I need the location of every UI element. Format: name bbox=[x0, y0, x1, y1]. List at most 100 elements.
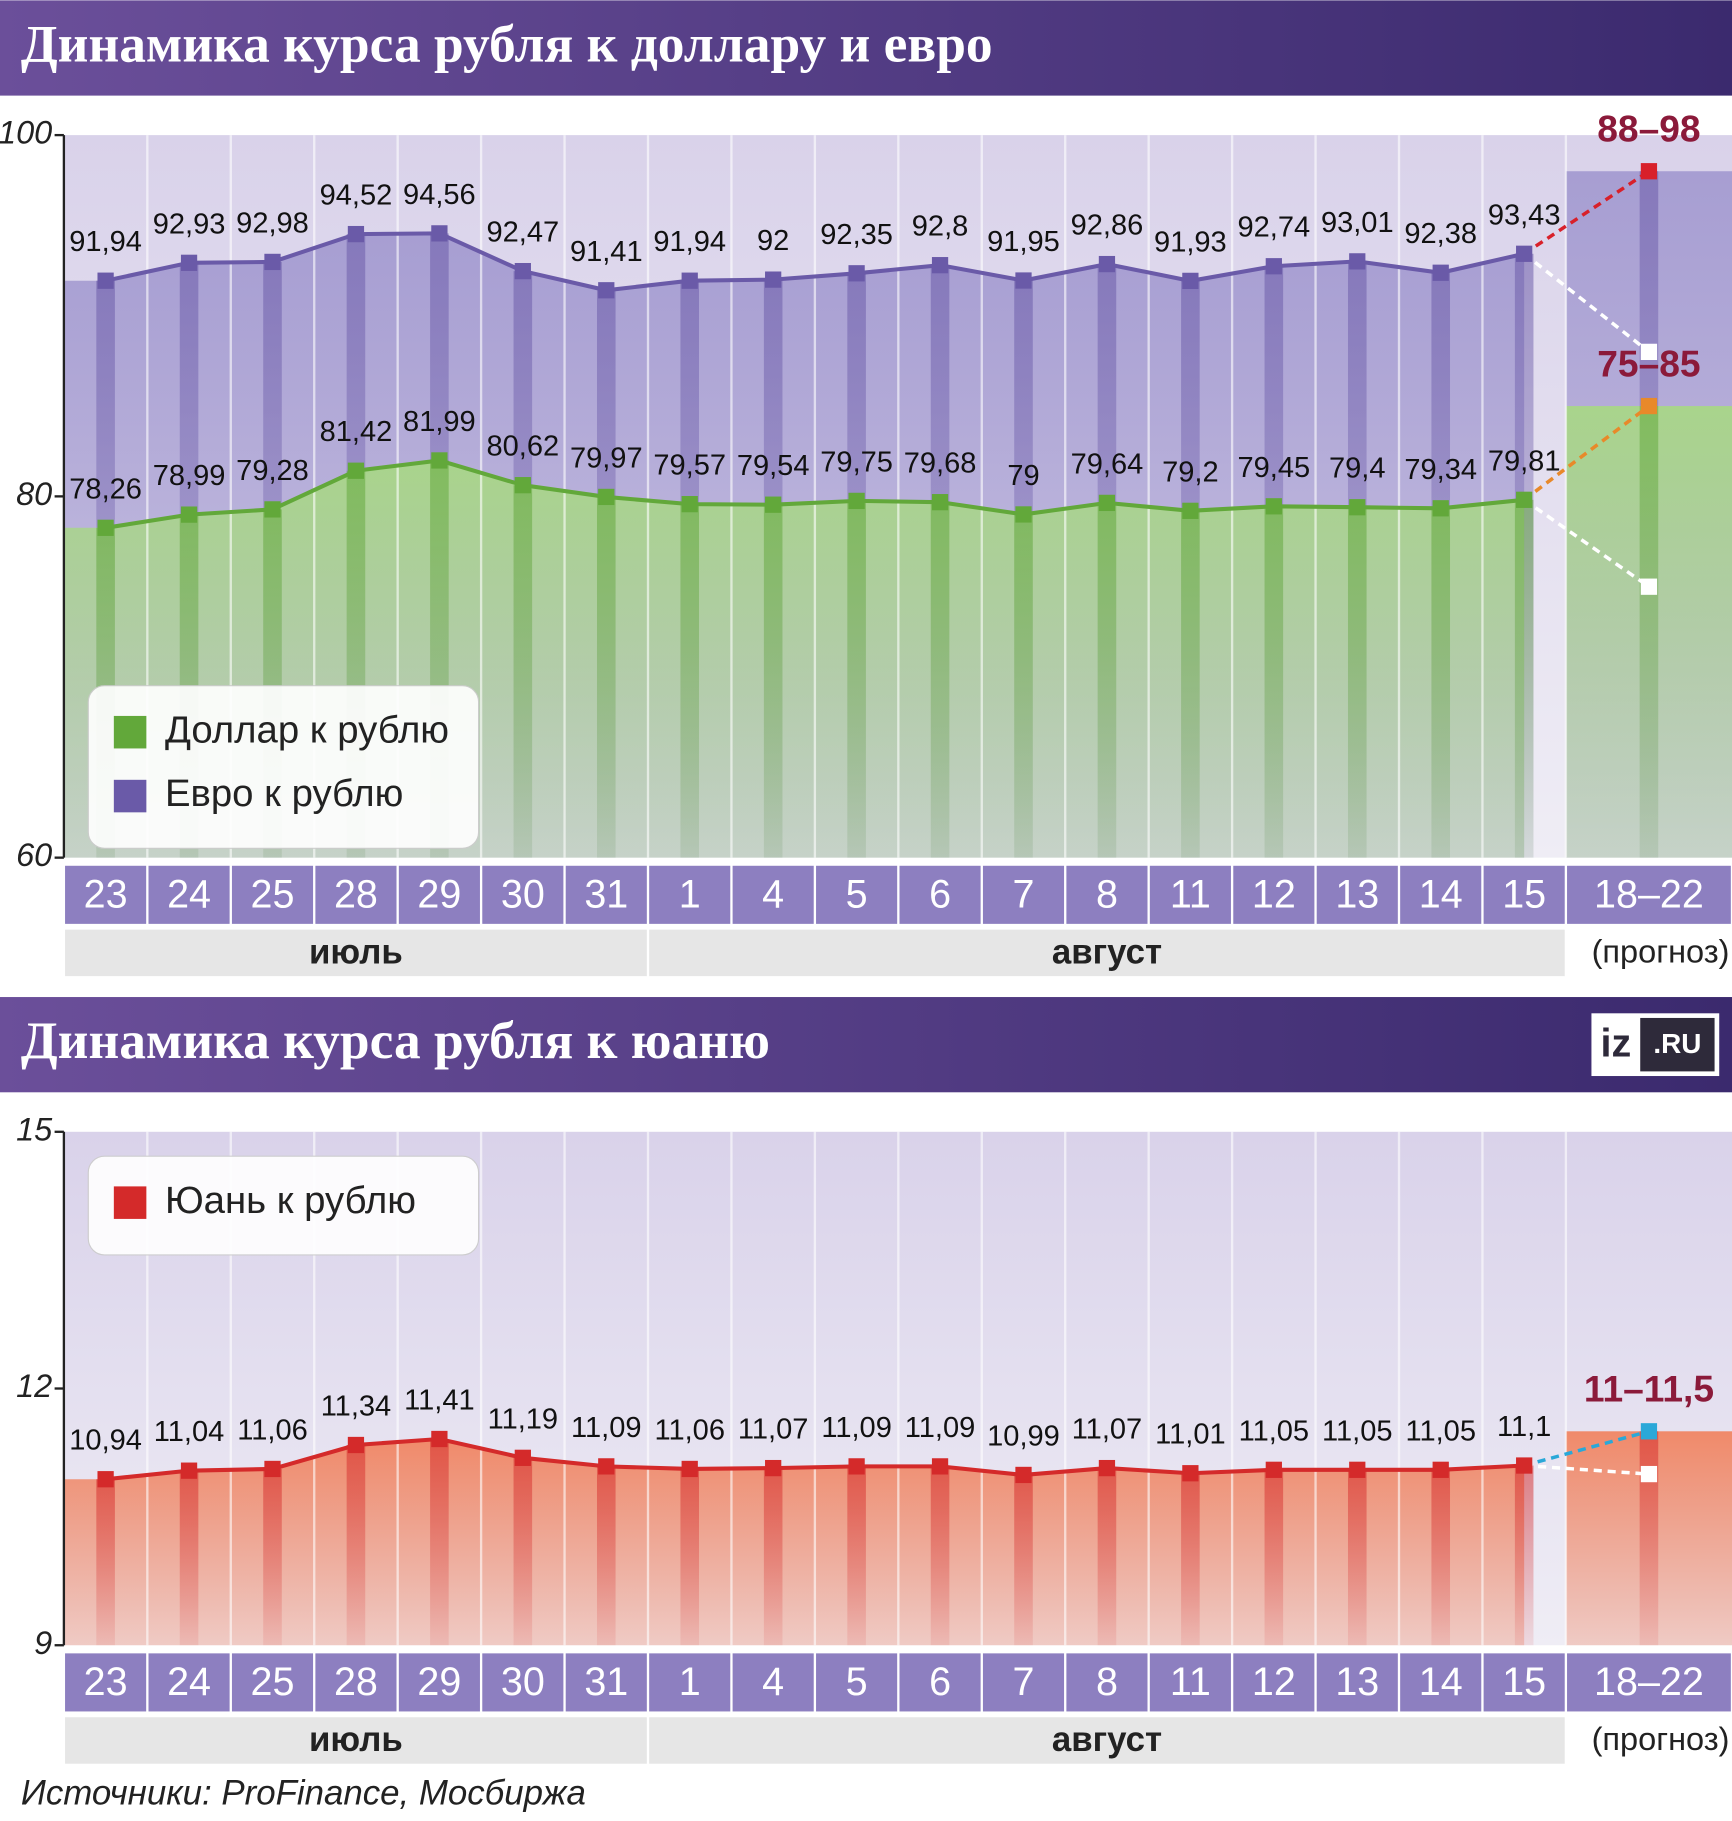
y-tick-label: 12 bbox=[16, 1368, 52, 1404]
point bbox=[765, 1459, 782, 1477]
column-bar bbox=[1264, 506, 1284, 858]
forecast-high-point bbox=[1640, 397, 1658, 415]
x-tick-label: 6 bbox=[929, 873, 951, 917]
value-label: 78,26 bbox=[69, 473, 142, 505]
category-cell bbox=[315, 1653, 397, 1712]
value-label: 11,09 bbox=[571, 1412, 641, 1444]
forecast-low-point bbox=[1640, 1465, 1658, 1483]
x-tick-label: 23 bbox=[84, 873, 128, 917]
x-tick-label: 18–22 bbox=[1594, 1660, 1704, 1704]
column-bar bbox=[346, 1444, 366, 1646]
point bbox=[97, 519, 114, 536]
value-label: 91,41 bbox=[570, 236, 643, 268]
column-bar bbox=[847, 500, 866, 858]
value-label: 79,57 bbox=[653, 450, 726, 482]
month-label: август bbox=[1052, 1720, 1162, 1759]
logo-dark bbox=[1640, 1017, 1715, 1072]
value-label: 94,52 bbox=[320, 180, 393, 212]
category-cell bbox=[732, 865, 814, 924]
category-cell bbox=[565, 865, 647, 924]
value-label: 93,01 bbox=[1321, 207, 1394, 239]
category-cell bbox=[1483, 1653, 1565, 1712]
x-tick-label: 14 bbox=[1419, 1660, 1463, 1704]
category-cell bbox=[1316, 1653, 1398, 1712]
x-tick-label: 24 bbox=[167, 1660, 211, 1704]
point bbox=[765, 271, 782, 288]
x-tick-label: 15 bbox=[1502, 1660, 1546, 1704]
x-tick-label: 23 bbox=[84, 1660, 128, 1704]
value-label: 10,94 bbox=[69, 1425, 142, 1457]
value-label: 11,09 bbox=[821, 1412, 892, 1444]
point bbox=[97, 1471, 114, 1488]
column-bar bbox=[1347, 1469, 1367, 1646]
value-label: 11,07 bbox=[738, 1414, 809, 1446]
category-cell bbox=[1400, 1653, 1482, 1712]
column-bar bbox=[96, 1479, 115, 1646]
category-cell bbox=[1233, 865, 1315, 924]
value-label: 91,93 bbox=[1154, 226, 1227, 258]
point bbox=[598, 282, 615, 299]
forecast-note: (прогноз) bbox=[1592, 934, 1730, 970]
point bbox=[347, 225, 365, 243]
value-label: 11,34 bbox=[321, 1390, 392, 1422]
x-tick-label: 8 bbox=[1096, 1660, 1118, 1704]
category-cell bbox=[1400, 865, 1482, 924]
chart-title: Динамика курса рубля к юаню bbox=[21, 1010, 770, 1070]
x-tick-label: 6 bbox=[929, 1660, 951, 1704]
x-tick-label: 11 bbox=[1170, 873, 1211, 917]
y-tick-label: 60 bbox=[16, 837, 52, 873]
value-label: 79,64 bbox=[1071, 448, 1144, 480]
point bbox=[1349, 1461, 1366, 1478]
legend-label: Доллар к рублю bbox=[165, 708, 449, 751]
point bbox=[1098, 494, 1116, 512]
point bbox=[180, 506, 198, 523]
value-label: 79,97 bbox=[570, 442, 643, 474]
value-label: 94,56 bbox=[403, 179, 476, 211]
point bbox=[180, 254, 198, 271]
column-bar bbox=[930, 1466, 950, 1646]
point bbox=[1265, 498, 1282, 515]
point bbox=[264, 501, 281, 518]
category-cell bbox=[1316, 865, 1398, 924]
x-tick-label: 29 bbox=[417, 873, 461, 917]
x-tick-label: 28 bbox=[334, 873, 378, 917]
value-label: 11,06 bbox=[237, 1414, 308, 1446]
legend-label: Юань к рублю bbox=[165, 1179, 416, 1222]
value-label: 92,98 bbox=[236, 207, 309, 239]
x-tick-label: 12 bbox=[1252, 1660, 1296, 1704]
legend-swatch bbox=[113, 779, 147, 813]
column-bar bbox=[1347, 507, 1367, 858]
point bbox=[1516, 491, 1533, 508]
value-label: 79,75 bbox=[820, 446, 893, 478]
category-cell bbox=[899, 865, 981, 924]
value-label: 93,43 bbox=[1488, 199, 1561, 231]
value-label: 91,94 bbox=[69, 226, 142, 258]
value-label: 91,94 bbox=[653, 226, 726, 258]
column-bar bbox=[179, 1470, 199, 1646]
column-bar bbox=[1514, 1465, 1534, 1646]
value-label: 11,05 bbox=[1322, 1415, 1393, 1447]
logo-left: iz bbox=[1600, 1021, 1631, 1065]
category-cell bbox=[231, 865, 314, 924]
month-cell bbox=[649, 1717, 1565, 1764]
category-cell bbox=[982, 1653, 1065, 1712]
y-tick-label: 15 bbox=[16, 1111, 53, 1147]
legend-box bbox=[87, 685, 480, 849]
month-label: июль bbox=[309, 1720, 403, 1759]
forecast-low-line bbox=[1523, 252, 1651, 354]
category-cell bbox=[565, 1653, 647, 1712]
column-bar bbox=[263, 1468, 282, 1646]
point bbox=[347, 1436, 365, 1454]
month-cell bbox=[649, 929, 1565, 977]
x-tick-label: 25 bbox=[251, 873, 295, 917]
x-tick-label: 24 bbox=[167, 873, 211, 917]
value-label: 91,95 bbox=[987, 226, 1060, 258]
point bbox=[598, 488, 615, 506]
value-label: 11,1 bbox=[1497, 1411, 1551, 1443]
y-tick-label: 9 bbox=[34, 1625, 52, 1661]
column-bar bbox=[1097, 1468, 1117, 1646]
forecast-low-line bbox=[1523, 498, 1650, 589]
y-tick-label: 100 bbox=[0, 115, 52, 151]
line bbox=[105, 458, 1525, 530]
forecast-high-line bbox=[1523, 1429, 1650, 1468]
